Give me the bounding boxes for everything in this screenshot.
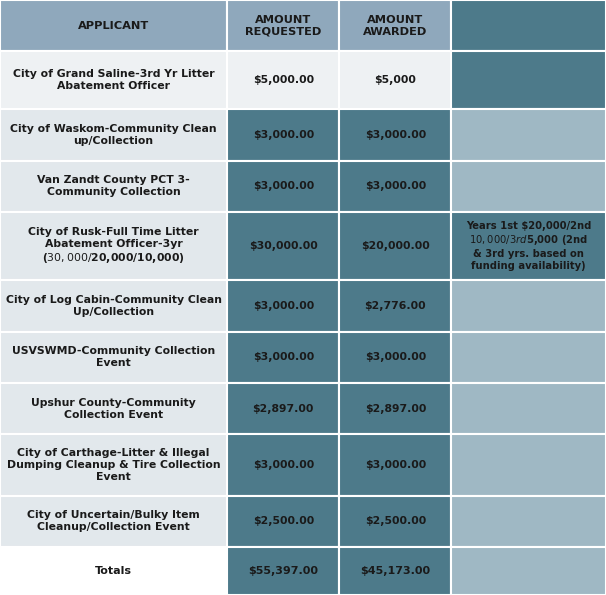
Bar <box>227 212 339 280</box>
Bar <box>451 0 606 51</box>
Bar <box>451 547 606 595</box>
Text: City of Waskom-Community Clean
up/Collection: City of Waskom-Community Clean up/Collec… <box>10 124 217 146</box>
Bar <box>339 331 451 383</box>
Bar <box>339 383 451 434</box>
Bar <box>227 280 339 331</box>
Bar <box>0 212 227 280</box>
Bar <box>451 51 606 109</box>
Bar <box>227 383 339 434</box>
Text: Upshur County-Community
Collection Event: Upshur County-Community Collection Event <box>32 397 196 419</box>
Bar <box>0 0 227 51</box>
Text: $55,397.00: $55,397.00 <box>248 566 318 576</box>
Text: $45,173.00: $45,173.00 <box>361 566 430 576</box>
Bar <box>0 51 227 109</box>
Text: $2,500.00: $2,500.00 <box>253 516 314 527</box>
Text: $3,000.00: $3,000.00 <box>365 130 426 140</box>
Text: City of Log Cabin-Community Clean
Up/Collection: City of Log Cabin-Community Clean Up/Col… <box>5 295 222 317</box>
Bar <box>0 161 227 212</box>
Text: USVSWMD-Community Collection
Event: USVSWMD-Community Collection Event <box>12 346 215 368</box>
Text: $5,000.00: $5,000.00 <box>253 76 314 85</box>
Bar <box>227 51 339 109</box>
Bar <box>0 331 227 383</box>
Text: City of Uncertain/Bulky Item
Cleanup/Collection Event: City of Uncertain/Bulky Item Cleanup/Col… <box>27 511 200 533</box>
Text: AMOUNT
REQUESTED: AMOUNT REQUESTED <box>245 15 322 37</box>
Bar <box>227 109 339 161</box>
Text: Years 1st $20,000/2nd
$10,000/3rd $5,000 (2nd
& 3rd yrs. based on
funding availa: Years 1st $20,000/2nd $10,000/3rd $5,000… <box>466 221 591 271</box>
Bar <box>451 383 606 434</box>
Bar <box>0 434 227 496</box>
Bar <box>227 0 339 51</box>
Text: $3,000.00: $3,000.00 <box>253 352 314 362</box>
Bar <box>451 331 606 383</box>
Bar <box>339 109 451 161</box>
Text: City of Rusk-Full Time Litter
Abatement Officer-3yr
($30,000/$20,000/10,000): City of Rusk-Full Time Litter Abatement … <box>28 227 199 265</box>
Bar <box>227 496 339 547</box>
Text: $20,000.00: $20,000.00 <box>361 241 430 251</box>
Text: City of Grand Saline-3rd Yr Litter
Abatement Officer: City of Grand Saline-3rd Yr Litter Abate… <box>13 70 215 92</box>
Bar <box>451 434 606 496</box>
Bar <box>451 161 606 212</box>
Bar <box>0 383 227 434</box>
Bar <box>339 280 451 331</box>
Bar <box>451 280 606 331</box>
Text: $3,000.00: $3,000.00 <box>253 301 314 311</box>
Text: $2,897.00: $2,897.00 <box>253 403 314 414</box>
Bar <box>227 331 339 383</box>
Bar <box>339 51 451 109</box>
Bar <box>227 161 339 212</box>
Bar <box>339 212 451 280</box>
Bar <box>227 434 339 496</box>
Bar <box>339 434 451 496</box>
Text: $3,000.00: $3,000.00 <box>365 460 426 470</box>
Text: Totals: Totals <box>95 566 132 576</box>
Text: City of Carthage-Litter & Illegal
Dumping Cleanup & Tire Collection
Event: City of Carthage-Litter & Illegal Dumpin… <box>7 448 221 482</box>
Text: AMOUNT
AWARDED: AMOUNT AWARDED <box>363 15 428 37</box>
Text: $2,776.00: $2,776.00 <box>365 301 426 311</box>
Bar <box>339 547 451 595</box>
Bar <box>451 212 606 280</box>
Text: $3,000.00: $3,000.00 <box>365 352 426 362</box>
Bar <box>0 496 227 547</box>
Text: $3,000.00: $3,000.00 <box>365 181 426 192</box>
Bar <box>339 0 451 51</box>
Text: $3,000.00: $3,000.00 <box>253 181 314 192</box>
Bar <box>0 547 227 595</box>
Text: $3,000.00: $3,000.00 <box>253 460 314 470</box>
Bar <box>451 496 606 547</box>
Bar <box>451 109 606 161</box>
Bar <box>0 280 227 331</box>
Bar <box>227 547 339 595</box>
Text: $5,000: $5,000 <box>375 76 416 85</box>
Text: $30,000.00: $30,000.00 <box>249 241 318 251</box>
Text: $3,000.00: $3,000.00 <box>253 130 314 140</box>
Text: $2,897.00: $2,897.00 <box>365 403 426 414</box>
Text: Van Zandt County PCT 3-
Community Collection: Van Zandt County PCT 3- Community Collec… <box>37 176 190 198</box>
Bar <box>339 496 451 547</box>
Text: APPLICANT: APPLICANT <box>78 21 149 31</box>
Bar <box>339 161 451 212</box>
Bar <box>0 109 227 161</box>
Text: $2,500.00: $2,500.00 <box>365 516 426 527</box>
